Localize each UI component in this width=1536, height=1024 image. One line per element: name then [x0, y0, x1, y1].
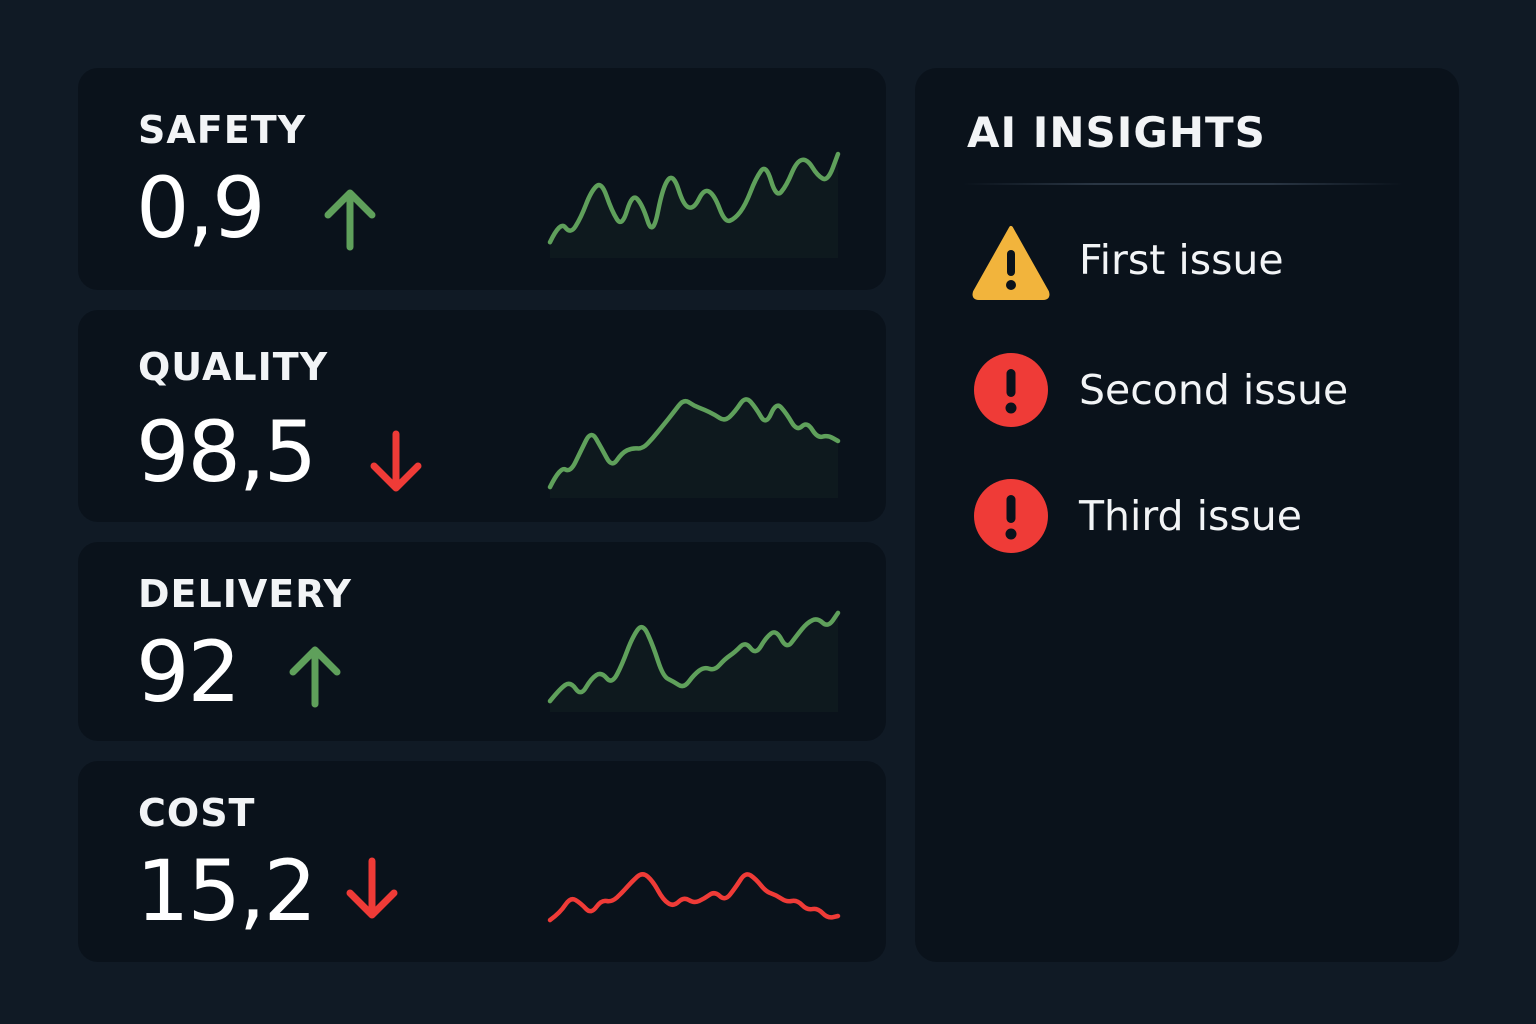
panel-title: AI INSIGHTS	[967, 108, 1266, 157]
sparkline-line	[547, 872, 841, 923]
kpi-label: QUALITY	[138, 345, 329, 389]
kpi-card-safety[interactable]: SAFETY 0,9	[78, 68, 886, 290]
sparkline-area	[550, 399, 838, 498]
sparkline-area	[550, 612, 838, 712]
sparkline-line	[547, 610, 841, 704]
kpi-card-delivery[interactable]: DELIVERY 92	[78, 542, 886, 741]
insight-item[interactable]: Second issue	[971, 352, 1431, 432]
insight-text: Second issue	[1079, 366, 1349, 414]
sparkline-cost	[547, 872, 841, 923]
kpi-value: 98,5	[136, 403, 317, 501]
divider	[963, 183, 1403, 185]
arrow-down-icon	[370, 430, 422, 492]
arrow-up-icon	[324, 189, 376, 251]
kpi-value: 92	[136, 623, 241, 721]
insight-text: Third issue	[1079, 492, 1302, 540]
sparkline-delivery	[547, 610, 841, 712]
sparkline-safety	[547, 151, 841, 258]
sparkline-line	[547, 397, 841, 490]
kpi-card-cost[interactable]: COST 15,2	[78, 761, 886, 962]
arrow-up-icon	[289, 646, 341, 708]
kpi-label: SAFETY	[138, 108, 307, 152]
sparkline-quality	[547, 397, 841, 498]
insight-item[interactable]: Third issue	[971, 478, 1431, 558]
insight-text: First issue	[1079, 236, 1284, 284]
sparkline-line	[547, 151, 841, 245]
warning-triangle-icon	[972, 226, 1050, 300]
error-circle-icon	[974, 353, 1048, 427]
kpi-value: 15,2	[136, 842, 317, 940]
arrow-down-icon	[346, 857, 398, 919]
insight-item[interactable]: First issue	[971, 222, 1431, 302]
kpi-label: COST	[138, 791, 256, 835]
kpi-value: 0,9	[136, 159, 266, 257]
ai-insights-panel: AI INSIGHTS First issue Second issue Thi…	[915, 68, 1459, 962]
kpi-card-quality[interactable]: QUALITY 98,5	[78, 310, 886, 522]
error-circle-icon	[974, 479, 1048, 553]
kpi-label: DELIVERY	[138, 572, 352, 616]
